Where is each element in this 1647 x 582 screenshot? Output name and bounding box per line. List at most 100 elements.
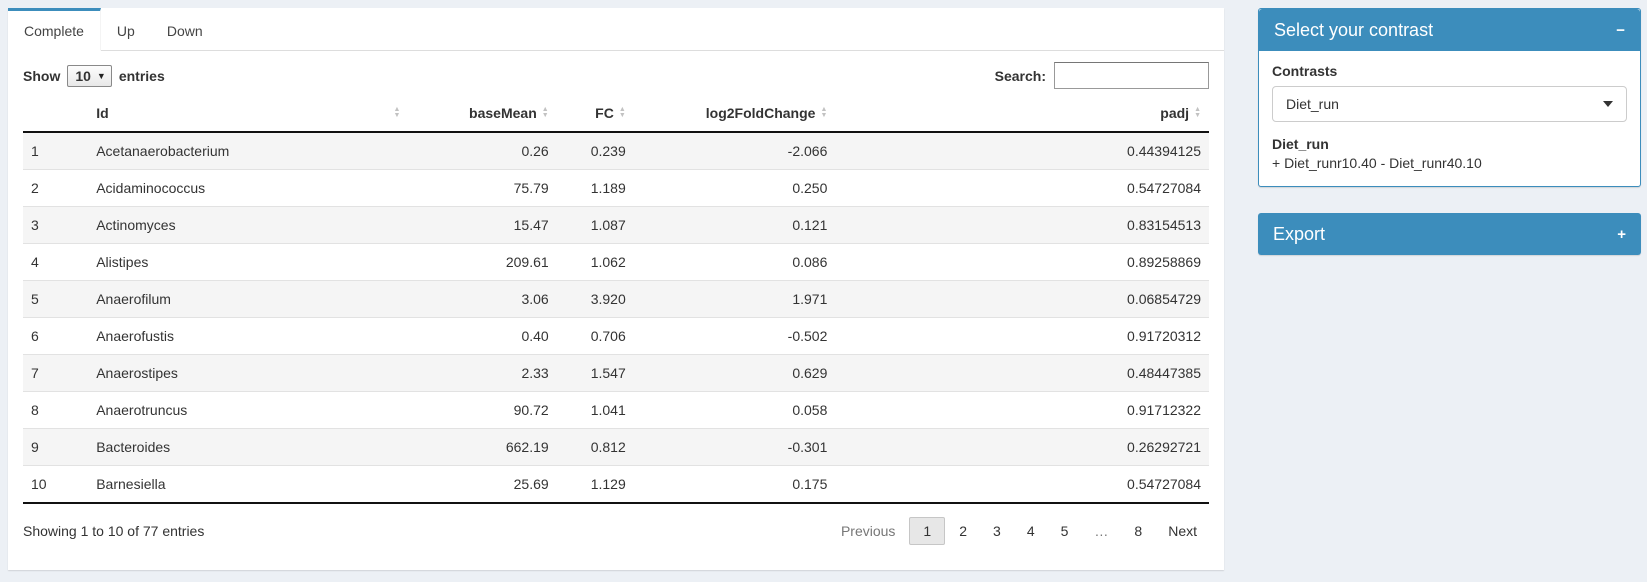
cell-basemean: 209.61 — [408, 243, 557, 281]
cell-basemean: 15.47 — [408, 206, 557, 244]
cell-id: Anaerotruncus — [88, 391, 409, 429]
cell-log2foldchange: 0.086 — [633, 243, 836, 281]
sort-icon: ▲ ▼ — [541, 106, 549, 119]
tab-up[interactable]: Up — [116, 23, 135, 39]
page-button-8[interactable]: 8 — [1134, 523, 1143, 539]
cell-fc: 0.706 — [556, 317, 634, 355]
cell-log2foldchange: 1.971 — [633, 280, 836, 318]
cell-fc: 1.062 — [556, 243, 634, 281]
table-row[interactable]: 3 Actinomyces 15.47 1.087 0.121 0.83154513 — [23, 206, 1209, 244]
page-length-control: Show 10 ▼ entries — [23, 64, 165, 87]
cell-basemean: 3.06 — [408, 280, 557, 318]
tab-complete[interactable]: Complete — [8, 8, 101, 51]
cell-padj: 0.91720312 — [835, 317, 1209, 355]
previous-page-button[interactable]: Previous — [840, 523, 896, 539]
cell-basemean: 0.40 — [408, 317, 557, 355]
cell-log2foldchange: 0.058 — [633, 391, 836, 429]
cell-id: Alistipes — [88, 243, 409, 281]
cell-fc: 1.087 — [556, 206, 634, 244]
cell-rownum: 3 — [23, 206, 89, 244]
page-button-2[interactable]: 2 — [959, 523, 968, 539]
cell-rownum: 7 — [23, 354, 89, 392]
page-length-value: 10 — [75, 67, 91, 84]
column-header-id[interactable]: Id ▲ ▼ — [88, 96, 409, 133]
cell-fc: 0.812 — [556, 428, 634, 466]
column-header-rownum — [23, 96, 89, 133]
sidebar-column: Select your contrast − Contrasts Diet_ru… — [1258, 8, 1641, 255]
contrast-select-value: Diet_run — [1286, 96, 1339, 112]
column-header-fc[interactable]: FC ▲ ▼ — [556, 96, 634, 133]
table-row[interactable]: 1 Acetanaerobacterium 0.26 0.239 -2.066 0.443… — [23, 132, 1209, 170]
export-box: Export + — [1258, 213, 1641, 255]
cell-fc: 3.920 — [556, 280, 634, 318]
cell-rownum: 2 — [23, 169, 89, 207]
tabbar: Complete Up Down — [8, 8, 1224, 51]
table-wrap: Id ▲ ▼ baseMean ▲ ▼ FC ▲ ▼ log2FoldChange ▲ ▼ padj ▲ ▼… — [8, 96, 1224, 504]
next-page-button[interactable]: Next — [1168, 523, 1197, 539]
datatable-footer: Showing 1 to 10 of 77 entries Previous 1 2… — [8, 504, 1224, 558]
column-label: baseMean — [469, 105, 537, 121]
chevron-down-icon — [1603, 101, 1613, 107]
cell-id: Barnesiella — [88, 465, 409, 504]
show-label: Show — [23, 67, 61, 84]
page-button-3[interactable]: 3 — [993, 523, 1001, 539]
contrast-select[interactable]: Diet_run — [1272, 86, 1627, 122]
sort-icon: ▲ ▼ — [820, 106, 828, 119]
cell-fc: 1.189 — [556, 169, 634, 207]
cell-padj: 0.48447385 — [835, 354, 1209, 392]
cell-fc: 0.239 — [556, 132, 634, 170]
column-header-padj[interactable]: padj ▲ ▼ — [835, 96, 1209, 133]
contrast-formula: + Diet_runr10.40 - Diet_runr40.10 — [1272, 155, 1482, 171]
datatable-controls: Show 10 ▼ entries Search: — [8, 51, 1224, 96]
page-button-4[interactable]: 4 — [1026, 523, 1035, 539]
cell-basemean: 0.26 — [408, 132, 557, 170]
cell-padj: 0.91712322 — [835, 391, 1209, 429]
table-header-row: Id ▲ ▼ baseMean ▲ ▼ FC ▲ ▼ log2FoldChange ▲ ▼ padj ▲ ▼ — [23, 96, 1209, 133]
cell-basemean: 90.72 — [408, 391, 557, 429]
table-row[interactable]: 2 Acidaminococcus 75.79 1.189 0.250 0.5472708… — [23, 169, 1209, 207]
column-header-basemean[interactable]: baseMean ▲ ▼ — [408, 96, 557, 133]
column-label: Id — [96, 105, 109, 121]
expand-icon[interactable]: + — [1617, 225, 1626, 243]
results-panel: Complete Up Down Show 10 ▼ entries Searc… — [8, 8, 1224, 570]
cell-id: Anaerostipes — [88, 354, 409, 392]
table-row[interactable]: 7 Anaerostipes 2.33 1.547 0.629 0.48447385 — [23, 354, 1209, 392]
cell-padj: 0.26292721 — [835, 428, 1209, 466]
table-row[interactable]: 9 Bacteroides 662.19 0.812 -0.301 0.26292721 — [23, 428, 1209, 466]
column-header-log2foldchange[interactable]: log2FoldChange ▲ ▼ — [633, 96, 836, 133]
cell-log2foldchange: -2.066 — [633, 132, 836, 170]
table-row[interactable]: 5 Anaerofilum 3.06 3.920 1.971 0.06854729 — [23, 280, 1209, 318]
cell-id: Acidaminococcus — [88, 169, 409, 207]
table-row[interactable]: 8 Anaerotruncus 90.72 1.041 0.058 0.91712322 — [23, 391, 1209, 429]
contrast-box-header[interactable]: Select your contrast − — [1259, 9, 1640, 51]
search-control: Search: — [995, 62, 1209, 89]
cell-basemean: 25.69 — [408, 465, 557, 504]
table-row[interactable]: 10 Barnesiella 25.69 1.129 0.175 0.54727084 — [23, 465, 1209, 504]
search-label: Search: — [994, 67, 1046, 84]
cell-rownum: 9 — [23, 428, 89, 466]
contrast-box: Select your contrast − Contrasts Diet_ru… — [1258, 8, 1641, 187]
tab-down[interactable]: Down — [166, 23, 203, 39]
cell-rownum: 10 — [23, 465, 89, 504]
cell-id: Acetanaerobacterium — [88, 132, 409, 170]
cell-padj: 0.54727084 — [835, 465, 1209, 504]
cell-id: Actinomyces — [88, 206, 409, 244]
export-box-header[interactable]: Export + — [1258, 213, 1641, 255]
cell-fc: 1.547 — [556, 354, 634, 392]
search-input[interactable] — [1054, 62, 1209, 89]
page-button-5[interactable]: 5 — [1060, 523, 1069, 539]
cell-padj: 0.89258869 — [835, 243, 1209, 281]
table-row[interactable]: 6 Anaerofustis 0.40 0.706 -0.502 0.91720312 — [23, 317, 1209, 355]
page-button-1[interactable]: 1 — [909, 517, 946, 545]
cell-log2foldchange: 0.121 — [633, 206, 836, 244]
page-length-select[interactable]: 10 ▼ — [67, 64, 112, 87]
sort-icon: ▲ ▼ — [393, 106, 401, 119]
collapse-icon[interactable]: − — [1616, 21, 1625, 39]
cell-rownum: 6 — [23, 317, 89, 355]
cell-id: Bacteroides — [88, 428, 409, 466]
table-row[interactable]: 4 Alistipes 209.61 1.062 0.086 0.89258869 — [23, 243, 1209, 281]
cell-fc: 1.041 — [556, 391, 634, 429]
contrast-name: Diet_run — [1272, 136, 1329, 152]
results-table: Id ▲ ▼ baseMean ▲ ▼ FC ▲ ▼ log2FoldChange ▲ ▼ padj ▲ ▼… — [23, 96, 1209, 504]
cell-log2foldchange: -0.301 — [633, 428, 836, 466]
